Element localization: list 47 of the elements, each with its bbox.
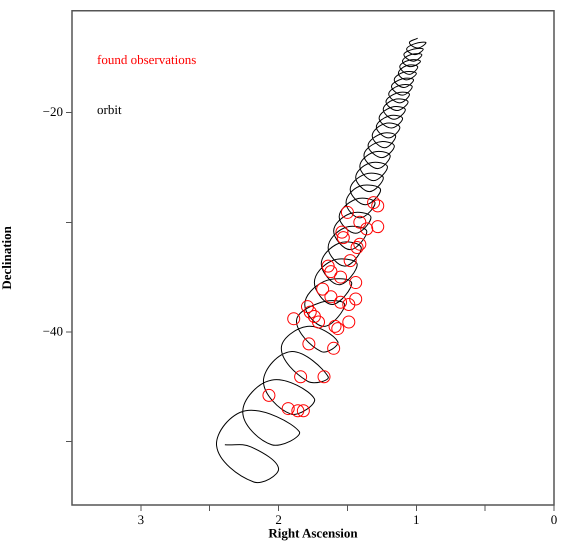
point — [291, 404, 304, 418]
y-axis-title: Declination — [0, 225, 14, 290]
point — [334, 296, 348, 309]
point — [342, 298, 356, 311]
point — [334, 270, 348, 284]
point — [328, 320, 342, 333]
point — [353, 216, 366, 229]
point — [327, 342, 340, 355]
point — [344, 254, 357, 268]
point — [371, 199, 384, 212]
point — [331, 322, 344, 336]
x-tick-label: 1 — [413, 512, 420, 528]
point — [324, 265, 338, 278]
point — [340, 206, 354, 219]
point — [353, 238, 366, 251]
text: found observations — [97, 52, 196, 68]
point — [308, 310, 321, 324]
x-tick-label: 3 — [138, 512, 144, 528]
x-tick-label: 2 — [275, 512, 282, 528]
point — [335, 226, 348, 239]
point — [371, 220, 384, 234]
point — [350, 240, 364, 254]
point — [316, 282, 330, 296]
point — [294, 370, 308, 384]
point — [342, 316, 356, 329]
point — [282, 402, 295, 416]
point — [360, 222, 374, 236]
point — [312, 316, 326, 329]
point — [287, 312, 300, 326]
text: orbit — [97, 102, 122, 118]
point — [324, 290, 338, 304]
x-tick-label: 0 — [550, 512, 558, 528]
line-series — [216, 38, 426, 483]
x-axis-title: Right Ascension — [268, 526, 358, 541]
point — [302, 337, 316, 350]
point — [296, 404, 310, 418]
point — [318, 370, 331, 384]
point — [349, 292, 362, 306]
point — [349, 276, 362, 290]
point — [322, 260, 335, 273]
y-tick-label: −40 — [42, 323, 63, 338]
point — [336, 231, 350, 244]
point — [262, 388, 276, 402]
point — [367, 196, 380, 210]
y-tick-label: −20 — [42, 104, 63, 120]
point — [304, 306, 317, 319]
point — [300, 300, 314, 314]
